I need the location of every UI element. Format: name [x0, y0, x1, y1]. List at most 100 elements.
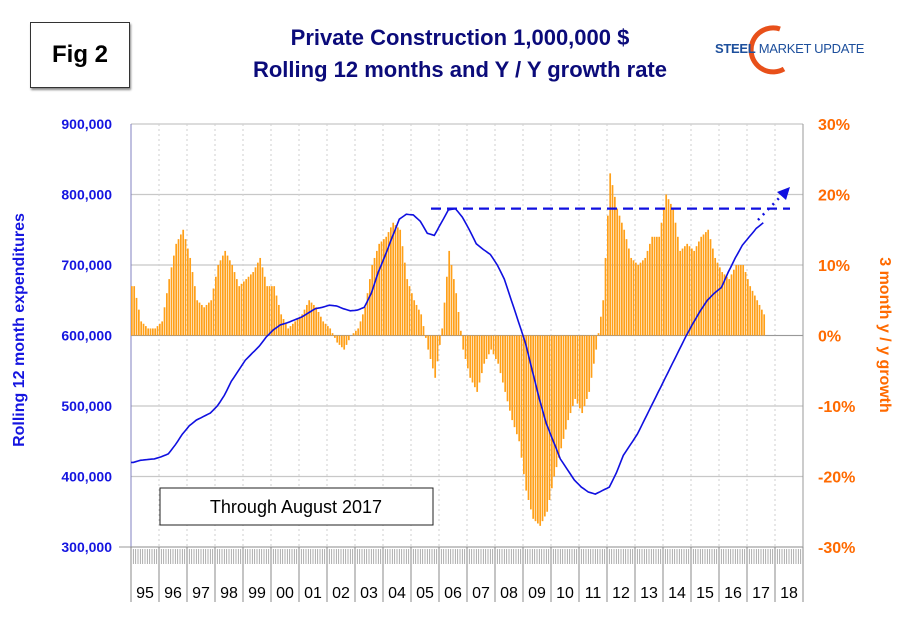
growth-bar [352, 333, 355, 336]
logo-swoosh-icon [748, 25, 786, 75]
x-tick-label: 12 [612, 585, 630, 602]
x-tick-label: 08 [500, 585, 518, 602]
growth-bar [504, 335, 507, 392]
right-tick-label: -30% [818, 540, 855, 557]
growth-bar [635, 262, 637, 336]
growth-bar [331, 333, 334, 336]
growth-bar [271, 286, 273, 336]
growth-bar [509, 335, 511, 411]
growth-bar [735, 265, 738, 336]
growth-bar [448, 250, 451, 336]
growth-bar [567, 335, 570, 421]
growth-bar [210, 300, 213, 336]
growth-bar [639, 262, 642, 336]
growth-bar [707, 229, 710, 336]
growth-bar [201, 304, 203, 336]
growth-bar [520, 335, 523, 458]
growth-bar [364, 307, 367, 336]
growth-bar [359, 321, 362, 336]
growth-bar [142, 323, 145, 336]
growth-bar [373, 257, 376, 336]
growth-bar [632, 260, 635, 336]
growth-bar [219, 260, 222, 336]
growth-bar [236, 279, 238, 336]
growth-bar [399, 229, 402, 336]
growth-bar [460, 330, 462, 336]
growth-bar [166, 293, 168, 336]
growth-bar [478, 335, 481, 383]
growth-bar [436, 335, 439, 362]
growth-bar [329, 328, 332, 336]
growth-bar [324, 323, 327, 336]
growth-bar [357, 328, 360, 336]
growth-bar [327, 326, 329, 336]
growth-bar [653, 236, 656, 336]
right-axis-label: 3 month y / y growth [876, 257, 893, 413]
growth-bar [763, 314, 766, 336]
left-axis-label: Rolling 12 month expenditures [11, 213, 28, 447]
growth-bar [371, 265, 374, 336]
growth-bar [457, 312, 460, 336]
growth-bar [611, 185, 614, 336]
growth-bar [672, 208, 675, 336]
growth-bar [159, 323, 161, 336]
x-tick-label: 98 [220, 585, 238, 602]
growth-bar [621, 222, 623, 336]
growth-bar [476, 335, 479, 392]
growth-bar [742, 265, 745, 336]
growth-bar [429, 335, 432, 359]
x-tick-label: 97 [192, 585, 210, 602]
growth-bar [490, 335, 493, 350]
growth-bar [749, 286, 752, 336]
growth-bar [551, 335, 553, 489]
growth-bar [723, 274, 726, 336]
growth-bar [408, 286, 411, 336]
x-tick-label: 96 [164, 585, 182, 602]
growth-bar [523, 335, 525, 475]
growth-bar [404, 262, 406, 336]
growth-bar [135, 297, 138, 336]
growth-bar [415, 304, 418, 336]
growth-bar [341, 335, 343, 348]
left-tick-label: 400,000 [61, 469, 112, 485]
growth-bar [420, 314, 423, 336]
growth-bar [387, 232, 390, 336]
expenditure-line [131, 207, 764, 495]
growth-bar [539, 335, 542, 526]
growth-bar [586, 335, 588, 399]
growth-bar [646, 250, 649, 336]
growth-bar [747, 279, 749, 336]
steel-market-update-logo: STEEL MARKET UPDATE [715, 25, 885, 75]
growth-bar [681, 248, 684, 336]
growth-bar [264, 276, 266, 336]
growth-bar [595, 335, 598, 350]
growth-bar [422, 326, 425, 336]
growth-bar [593, 335, 595, 364]
growth-bar [180, 234, 182, 336]
growth-bar [450, 265, 453, 336]
growth-bar [492, 335, 495, 355]
growth-bar [744, 272, 747, 336]
growth-bar [583, 335, 586, 406]
left-tick-label: 500,000 [61, 398, 112, 414]
growth-bar [481, 335, 483, 374]
growth-bar [257, 262, 259, 336]
growth-bar [651, 236, 654, 336]
growth-bar [443, 302, 446, 336]
growth-bar [625, 239, 628, 336]
left-tick-label: 800,000 [61, 187, 112, 203]
x-tick-label: 05 [416, 585, 434, 602]
growth-bar [555, 335, 558, 468]
growth-bar [401, 246, 404, 336]
growth-bar [355, 330, 357, 336]
growth-bar [525, 335, 528, 491]
growth-bar [154, 328, 157, 336]
growth-bar [261, 267, 264, 336]
growth-bar [516, 335, 518, 435]
growth-bar [336, 335, 339, 343]
growth-bar [224, 250, 227, 336]
growth-bar [320, 316, 322, 336]
growth-bar [313, 304, 315, 336]
right-tick-label: 30% [818, 117, 850, 134]
